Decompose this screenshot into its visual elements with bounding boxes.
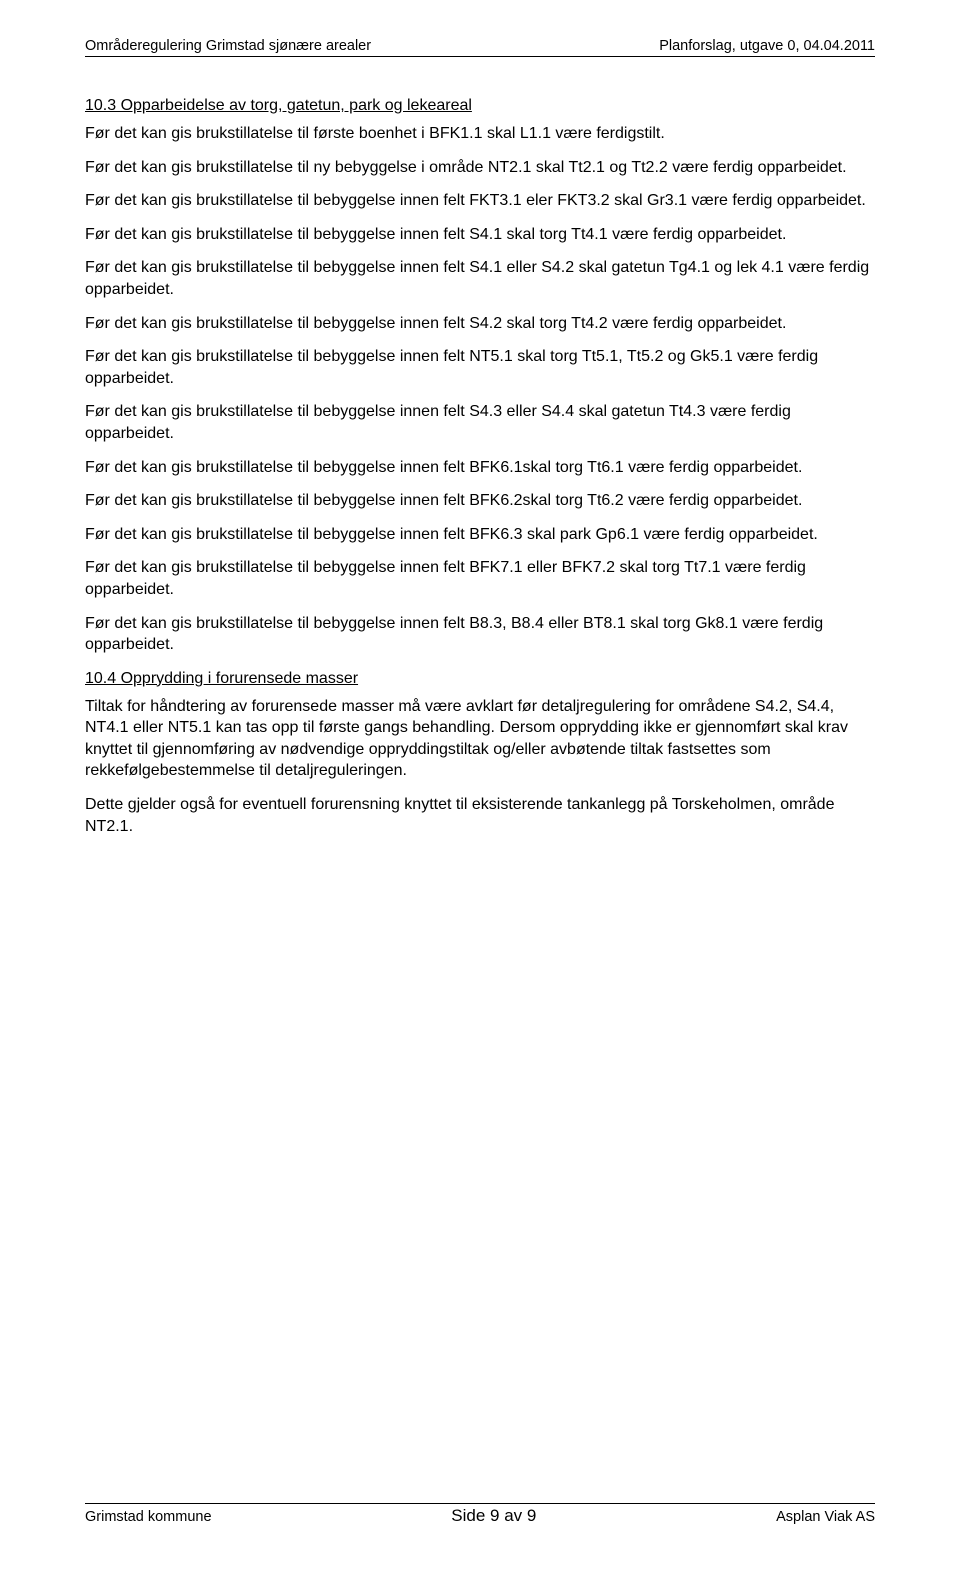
body-paragraph: Før det kan gis brukstillatelse til beby… bbox=[85, 346, 875, 389]
body-paragraph: Før det kan gis brukstillatelse til beby… bbox=[85, 490, 875, 512]
body-paragraph: Før det kan gis brukstillatelse til beby… bbox=[85, 313, 875, 335]
body-paragraph: Før det kan gis brukstillatelse til førs… bbox=[85, 123, 875, 145]
page-header: Områderegulering Grimstad sjønære areale… bbox=[85, 38, 875, 57]
footer-left: Grimstad kommune bbox=[85, 1509, 212, 1525]
body-paragraph: Før det kan gis brukstillatelse til ny b… bbox=[85, 157, 875, 179]
body-paragraph: Tiltak for håndtering av forurensede mas… bbox=[85, 696, 875, 782]
page-footer: Grimstad kommune Side 9 av 9 Asplan Viak… bbox=[85, 1503, 875, 1526]
section-10-3-title: 10.3 Opparbeidelse av torg, gatetun, par… bbox=[85, 97, 875, 115]
body-paragraph: Dette gjelder også for eventuell foruren… bbox=[85, 794, 875, 837]
footer-page-number: Side 9 av 9 bbox=[451, 1506, 536, 1526]
body-paragraph: Før det kan gis brukstillatelse til beby… bbox=[85, 190, 875, 212]
footer-right: Asplan Viak AS bbox=[776, 1509, 875, 1525]
body-paragraph: Før det kan gis brukstillatelse til beby… bbox=[85, 257, 875, 300]
body-paragraph: Før det kan gis brukstillatelse til beby… bbox=[85, 401, 875, 444]
body-paragraph: Før det kan gis brukstillatelse til beby… bbox=[85, 224, 875, 246]
section-10-4-title: 10.4 Opprydding i forurensede masser bbox=[85, 670, 875, 688]
body-paragraph: Før det kan gis brukstillatelse til beby… bbox=[85, 457, 875, 479]
body-paragraph: Før det kan gis brukstillatelse til beby… bbox=[85, 557, 875, 600]
header-left: Områderegulering Grimstad sjønære areale… bbox=[85, 38, 371, 54]
body-paragraph: Før det kan gis brukstillatelse til beby… bbox=[85, 524, 875, 546]
body-paragraph: Før det kan gis brukstillatelse til beby… bbox=[85, 613, 875, 656]
header-right: Planforslag, utgave 0, 04.04.2011 bbox=[659, 38, 875, 54]
